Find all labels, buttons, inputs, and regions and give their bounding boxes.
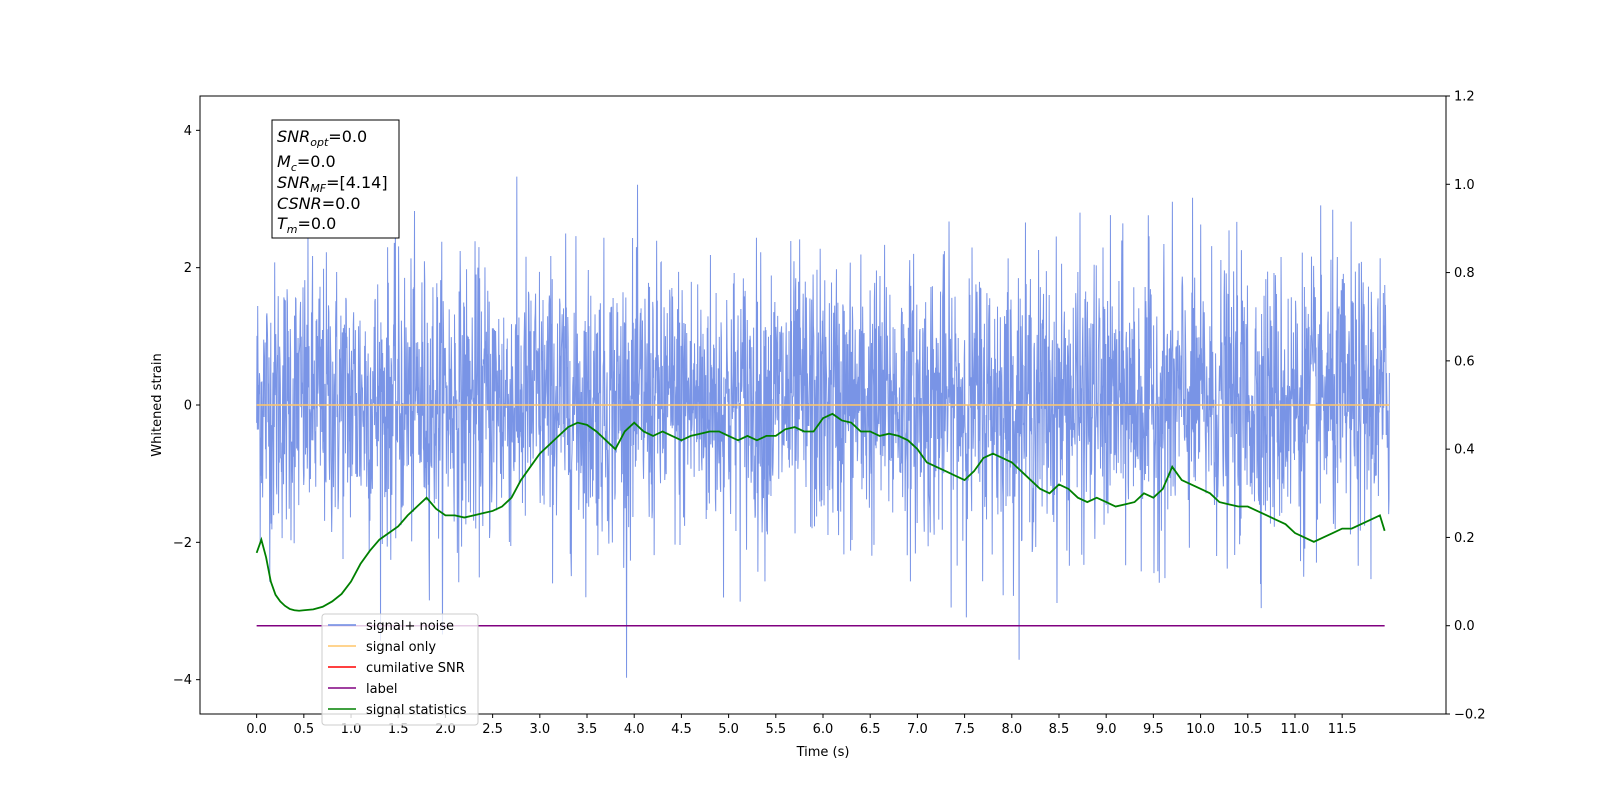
x-tick-label: 1.5: [388, 722, 409, 737]
legend-label-5: signal statistics: [366, 703, 467, 718]
stat-5-base: T: [277, 214, 288, 233]
x-tick-label: 5.0: [718, 722, 739, 737]
x-tick-label: 7.0: [907, 722, 928, 737]
stat-3-base: SNR: [277, 173, 310, 192]
y-left-tick-label: 4: [184, 124, 192, 139]
x-tick-label: 10.5: [1233, 722, 1262, 737]
stat-2-sub: c: [291, 161, 297, 174]
legend-entry-1: signal+ noise: [328, 619, 454, 634]
legend-label-2: signal only: [366, 640, 436, 655]
x-tick-label: 9.0: [1096, 722, 1117, 737]
x-tick-label: 0.0: [246, 722, 267, 737]
y-right-tick-label: 0.2: [1454, 531, 1475, 546]
stat-3-sub: MF: [310, 182, 326, 195]
stat-line-3: SNRMF=[4.14]: [277, 173, 388, 195]
y-left-tick-label: −2: [173, 536, 192, 551]
y-right-tick-label: −0.2: [1454, 708, 1486, 723]
legend-entry-5: signal statistics: [328, 703, 467, 718]
stat-line-1: SNRopt=0.0: [277, 127, 367, 149]
stat-line-4: CSNR=0.0: [277, 194, 361, 213]
x-tick-label: 6.5: [860, 722, 881, 737]
x-tick-label: 8.5: [1049, 722, 1070, 737]
x-tick-label: 2.5: [482, 722, 503, 737]
x-tick-label: 9.5: [1143, 722, 1164, 737]
stat-line-2: Mc=0.0: [277, 152, 336, 174]
stat-4-base: CSNR: [277, 194, 322, 213]
series-signal-noise-line: [256, 176, 1390, 678]
stat-5-sub: m: [287, 223, 298, 236]
y-left-tick-label: 0: [184, 399, 192, 414]
y-right-tick-label: 0.0: [1454, 619, 1475, 634]
x-tick-label: 5.5: [765, 722, 786, 737]
x-axis: 0.0 0.5 1.0 1.5 2.0 2.5 3.0 3.5 4.0 4.5 5.0 5.5 6.0 6…: [246, 714, 1357, 737]
x-tick-label: 1.0: [341, 722, 362, 737]
x-tick-label: 6.0: [813, 722, 834, 737]
stat-3-value: =[4.14]: [326, 173, 388, 192]
legend-label-4: label: [366, 682, 397, 697]
stat-5-value: =0.0: [298, 214, 337, 233]
x-tick-label: 8.0: [1001, 722, 1022, 737]
x-tick-label: 0.5: [293, 722, 314, 737]
stat-2-base: M: [277, 152, 291, 171]
x-tick-label: 3.5: [577, 722, 598, 737]
stat-1-value: =0.0: [328, 127, 367, 146]
x-tick-label: 7.5: [954, 722, 975, 737]
stat-2-value: =0.0: [297, 152, 336, 171]
y-right-tick-label: 1.0: [1454, 178, 1475, 193]
x-tick-label: 11.5: [1328, 722, 1357, 737]
legend-entry-4: label: [328, 682, 397, 697]
x-tick-label: 10.0: [1186, 722, 1215, 737]
x-tick-label: 4.0: [624, 722, 645, 737]
stats-box: SNRopt=0.0 Mc=0.0 SNRMF=[4.14] CSNR=0.0 …: [271, 119, 400, 239]
stat-1-sub: opt: [310, 136, 329, 149]
x-tick-label: 11.0: [1280, 722, 1309, 737]
series-signal-statistics-line: [255, 412, 1386, 612]
x-tick-label: 4.5: [671, 722, 692, 737]
y-axis-right: 1.2 1.0 0.8 0.6 0.4 0.2 0.0 −0.2: [1446, 90, 1486, 723]
plot-data-layer: [255, 176, 1390, 678]
y-axis-title: Whitened strain: [150, 353, 165, 456]
stat-4-value: =0.0: [322, 194, 361, 213]
y-axis-left: 4 2 0 −2 −4: [173, 124, 200, 688]
legend-entry-3: cumilative SNR: [328, 661, 465, 676]
legend-frame: [321, 613, 479, 726]
y-left-tick-label: 2: [184, 261, 192, 276]
stat-line-5: Tm=0.0: [277, 214, 336, 236]
y-right-tick-label: 0.6: [1454, 354, 1475, 369]
legend-entry-2: signal only: [328, 640, 436, 655]
legend: signal+ noise signal only cumilative SNR…: [321, 613, 479, 726]
x-axis-title: Time (s): [796, 745, 850, 760]
legend-label-3: cumilative SNR: [366, 661, 465, 676]
x-tick-label: 3.0: [529, 722, 550, 737]
y-right-tick-label: 0.4: [1454, 443, 1475, 458]
y-right-tick-label: 1.2: [1454, 90, 1475, 105]
legend-label-1: signal+ noise: [366, 619, 454, 634]
x-tick-label: 2.0: [435, 722, 456, 737]
stat-1-base: SNR: [277, 127, 310, 146]
y-right-tick-label: 0.8: [1454, 266, 1475, 281]
y-left-tick-label: −4: [173, 673, 192, 688]
